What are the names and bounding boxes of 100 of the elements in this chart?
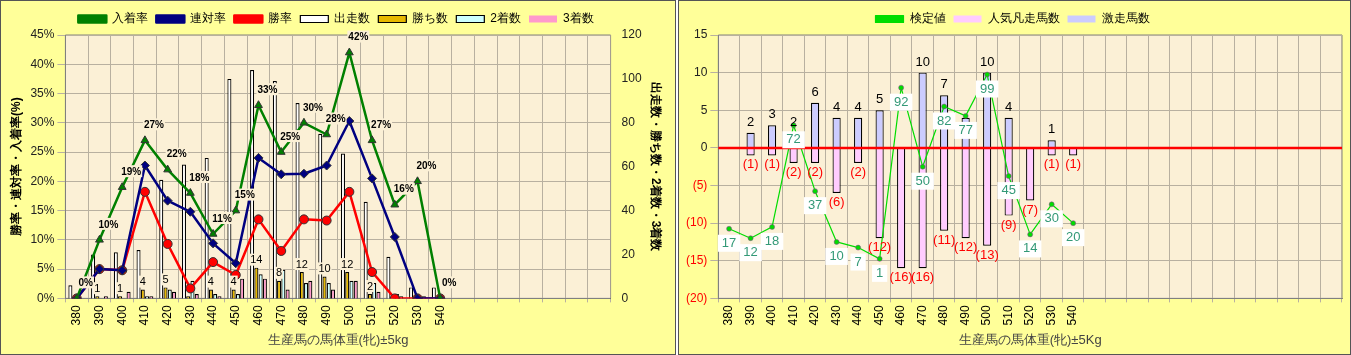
x-tick-label: 480 <box>936 305 951 326</box>
data-label: 8 <box>276 266 283 279</box>
x-tick-label: 490 <box>318 305 333 326</box>
data-label: 20 <box>1065 229 1081 245</box>
data-label: (16) <box>889 269 913 285</box>
y2-tick-label: 100 <box>621 71 642 86</box>
data-label: 30 <box>1044 210 1059 226</box>
y-tick-label: 30% <box>30 115 55 130</box>
y-tick-label: 10 <box>693 64 708 79</box>
y2-tick-label: 0 <box>621 290 629 305</box>
data-label: 28% <box>325 113 346 125</box>
y-tick-label: (10) <box>686 215 708 230</box>
data-label: 1 <box>117 281 124 294</box>
x-tick-label: 500 <box>341 305 356 326</box>
data-label: 4 <box>139 275 146 288</box>
data-label: 10 <box>829 248 844 264</box>
x-tick-label: 390 <box>742 305 757 326</box>
x-tick-label: 390 <box>91 305 106 326</box>
data-label: 7 <box>854 253 862 269</box>
x-tick-label: 380 <box>69 305 84 326</box>
data-label: (1) <box>1043 156 1060 172</box>
x-tick-label: 440 <box>205 305 220 326</box>
legend-label: 連対率 <box>190 11 227 26</box>
data-label: 3 <box>768 106 776 122</box>
y-tick-label: 0 <box>700 140 708 155</box>
x-tick-label: 470 <box>273 305 288 326</box>
data-label: 19% <box>121 165 142 177</box>
data-label: 37 <box>807 197 823 213</box>
x-tick-label: 470 <box>914 305 929 326</box>
y-tick-label: 25% <box>30 144 55 159</box>
y-tick-label: 40% <box>30 56 55 71</box>
data-label: (1) <box>1065 156 1082 172</box>
x-tick-label: 500 <box>979 305 994 326</box>
data-label: (2) <box>807 164 824 179</box>
y2-tick-label: 40 <box>621 202 636 217</box>
data-label: 16% <box>393 183 414 195</box>
x-tick-label: 520 <box>1022 305 1037 326</box>
data-label: 72 <box>786 131 801 147</box>
data-label: 10 <box>979 53 995 69</box>
legend-label: 2着数 <box>490 11 522 26</box>
x-tick-label: 450 <box>228 305 243 326</box>
data-label: 12 <box>341 257 354 270</box>
data-label: (2) <box>785 164 802 179</box>
data-label: 4 <box>230 275 237 288</box>
data-label: 22% <box>166 148 187 160</box>
data-label: 4 <box>1005 98 1013 114</box>
data-label: 18 <box>764 232 780 248</box>
x-tick-label: 410 <box>137 305 152 326</box>
data-label: (1) <box>764 156 781 172</box>
legend-label: 激走馬数 <box>1101 11 1150 26</box>
data-label: 27% <box>143 119 165 131</box>
data-label: 7 <box>940 76 948 92</box>
legend-label: 勝ち数 <box>412 11 449 26</box>
x-tick-label: 520 <box>387 305 402 326</box>
x-tick-label: 400 <box>764 305 779 326</box>
x-axis-title: 生産馬の馬体重(牝)±5kg <box>267 331 409 347</box>
legend-label: 検定値 <box>909 11 946 26</box>
data-label: 6 <box>811 83 819 99</box>
y2-axis-title: 出走数・勝ち数・2着数・3着数 <box>649 82 664 253</box>
x-tick-label: 490 <box>957 305 972 326</box>
x-tick-label: 420 <box>807 305 822 326</box>
data-label: 14 <box>1022 240 1038 256</box>
legend-label: 人気凡走馬数 <box>987 11 1060 26</box>
x-tick-label: 440 <box>850 305 865 326</box>
data-label: 17 <box>721 234 737 250</box>
data-label: (16) <box>911 269 935 285</box>
data-label: (11) <box>933 231 956 247</box>
data-label: 12 <box>743 244 758 260</box>
x-axis-title: 生産馬の馬体重(牝)±5Kg <box>958 331 1102 347</box>
data-label: 0% <box>78 277 94 289</box>
legend-label: 入着率 <box>112 11 149 26</box>
data-label: 99 <box>979 80 995 96</box>
data-label: (6) <box>828 194 845 210</box>
data-label: 10 <box>915 53 930 69</box>
x-tick-label: 540 <box>432 305 447 326</box>
data-label: (7) <box>1022 201 1039 217</box>
data-label: 11% <box>212 212 232 224</box>
data-label: 4 <box>833 98 841 114</box>
y-tick-label: (15) <box>686 253 708 268</box>
data-label: 20% <box>416 160 437 172</box>
y2-tick-label: 60 <box>621 159 636 173</box>
y-tick-label: 35% <box>30 85 55 100</box>
y2-tick-label: 80 <box>621 115 636 130</box>
data-label: 45 <box>1001 182 1016 198</box>
data-label: (2) <box>850 164 867 179</box>
data-label: 50 <box>915 172 930 188</box>
data-label: (1) <box>742 156 759 172</box>
data-label: 1 <box>876 264 884 280</box>
x-tick-label: 510 <box>1000 305 1015 326</box>
x-tick-label: 400 <box>114 305 129 326</box>
data-label: 10 <box>318 261 331 274</box>
x-tick-label: 420 <box>159 305 174 326</box>
data-label: 4 <box>854 98 862 114</box>
data-label: 12 <box>295 257 308 270</box>
legend-label: 3着数 <box>563 11 594 26</box>
y-tick-label: 15% <box>30 202 55 217</box>
y-tick-label: 0% <box>37 290 55 305</box>
y-tick-label: 10% <box>30 232 55 247</box>
data-label: 42% <box>348 31 369 43</box>
x-tick-label: 460 <box>250 305 265 326</box>
